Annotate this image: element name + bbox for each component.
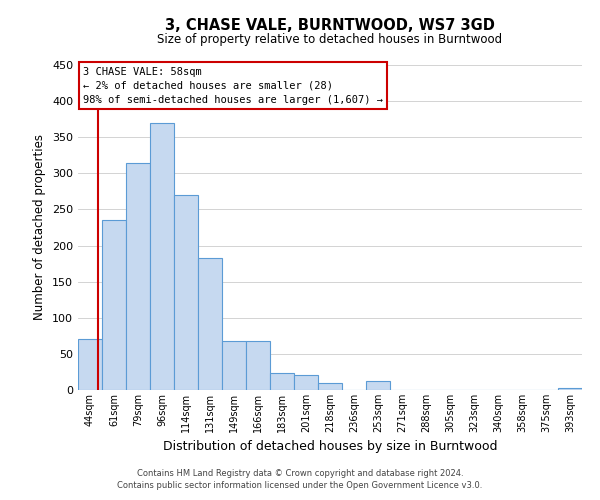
Bar — [150, 123, 174, 390]
Text: Contains HM Land Registry data © Crown copyright and database right 2024.: Contains HM Land Registry data © Crown c… — [137, 468, 463, 477]
Bar — [174, 195, 198, 390]
Text: 3 CHASE VALE: 58sqm
← 2% of detached houses are smaller (28)
98% of semi-detache: 3 CHASE VALE: 58sqm ← 2% of detached hou… — [83, 66, 383, 104]
Bar — [78, 340, 102, 390]
Bar — [366, 382, 390, 390]
Bar — [294, 375, 318, 390]
Bar — [102, 220, 126, 390]
Bar — [126, 162, 150, 390]
Text: Contains public sector information licensed under the Open Government Licence v3: Contains public sector information licen… — [118, 481, 482, 490]
Bar — [318, 383, 342, 390]
Text: Size of property relative to detached houses in Burntwood: Size of property relative to detached ho… — [157, 32, 503, 46]
Bar — [198, 258, 222, 390]
Bar — [558, 388, 582, 390]
Bar — [270, 372, 294, 390]
Bar — [222, 341, 246, 390]
Text: 3, CHASE VALE, BURNTWOOD, WS7 3GD: 3, CHASE VALE, BURNTWOOD, WS7 3GD — [165, 18, 495, 32]
Y-axis label: Number of detached properties: Number of detached properties — [34, 134, 46, 320]
Bar — [246, 341, 270, 390]
X-axis label: Distribution of detached houses by size in Burntwood: Distribution of detached houses by size … — [163, 440, 497, 454]
